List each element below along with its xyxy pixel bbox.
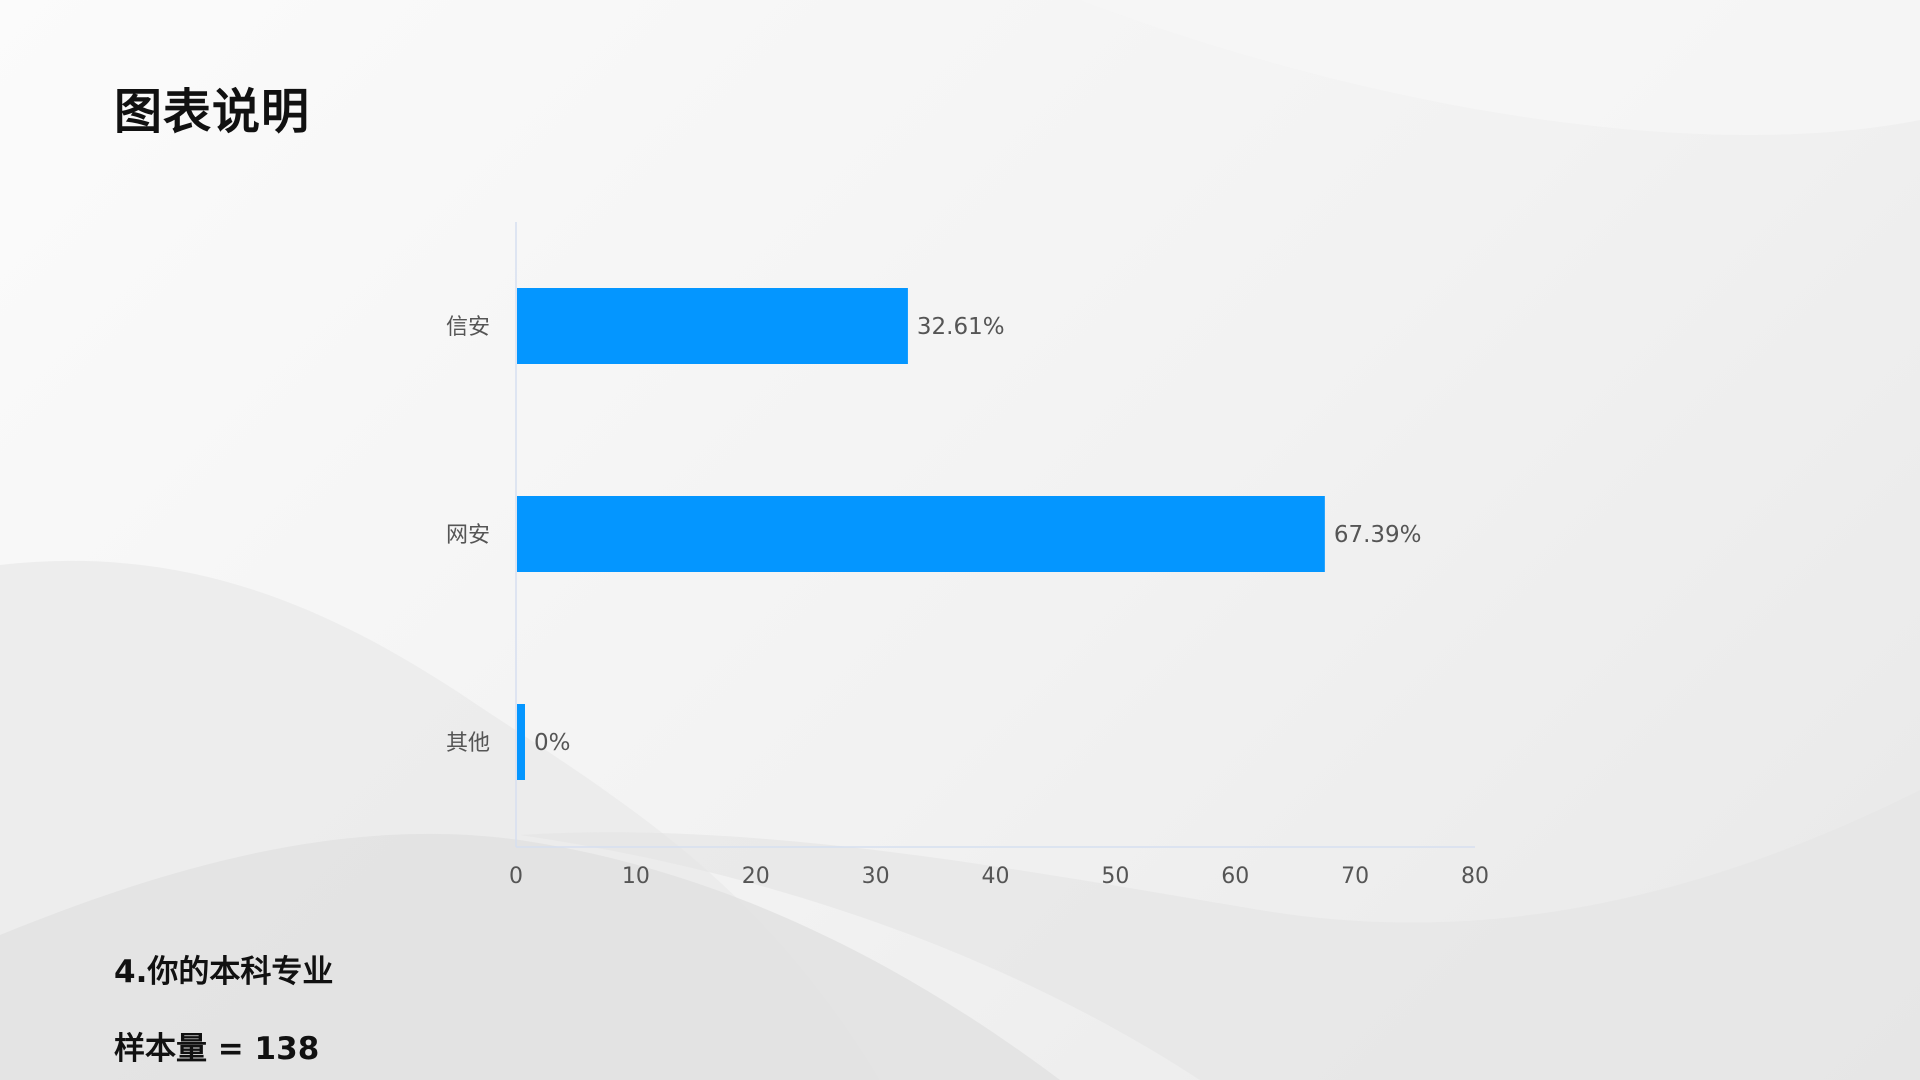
x-tick-label: 60 (1221, 864, 1249, 889)
category-label: 信安 (446, 315, 490, 340)
bar (517, 496, 1325, 572)
category-label: 其他 (446, 731, 490, 756)
bar (517, 288, 908, 364)
bar (517, 704, 525, 780)
category-label: 网安 (446, 523, 490, 548)
data-label: 32.61% (917, 314, 1005, 340)
x-tick-label: 10 (622, 864, 650, 889)
x-tick-label: 80 (1461, 864, 1489, 889)
x-tick-label: 0 (509, 864, 523, 889)
data-label: 0% (534, 730, 571, 756)
sample-size-text: 样本量 = 138 (114, 1031, 320, 1067)
page-title: 图表说明 (114, 84, 311, 140)
data-label: 67.39% (1334, 522, 1422, 548)
x-tick-label: 40 (982, 864, 1010, 889)
x-tick-label: 30 (862, 864, 890, 889)
x-tick-label: 20 (742, 864, 770, 889)
x-tick-label: 70 (1341, 864, 1369, 889)
question-text: 4.你的本科专业 (114, 954, 334, 990)
x-tick-label: 50 (1101, 864, 1129, 889)
